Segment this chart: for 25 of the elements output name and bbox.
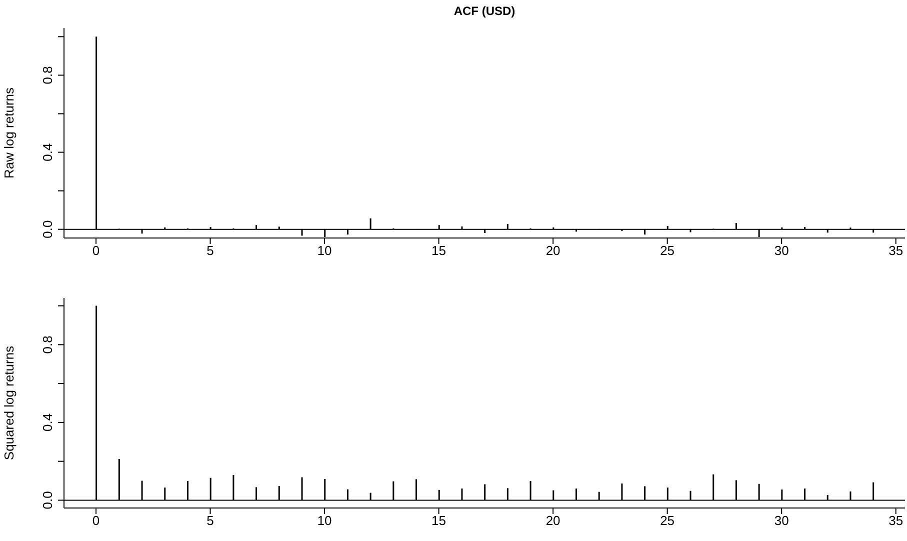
y-tick-label: 0.4 <box>40 413 55 432</box>
x-tick-label: 0 <box>92 243 100 258</box>
x-tick-label: 20 <box>546 513 560 528</box>
x-tick-label: 30 <box>774 513 789 528</box>
x-tick-label: 20 <box>546 243 560 258</box>
x-tick-label: 15 <box>432 243 446 258</box>
y-tick-label: 0.4 <box>40 143 55 162</box>
x-tick-label: 0 <box>92 513 100 528</box>
x-tick-label: 5 <box>206 513 214 528</box>
x-tick-label: 10 <box>317 513 332 528</box>
y-tick-label: 0.0 <box>40 220 55 238</box>
chart-title: ACF (USD) <box>452 4 516 18</box>
y-tick-label: 0.8 <box>40 336 55 354</box>
x-tick-label: 35 <box>888 513 904 528</box>
x-tick-label: 35 <box>888 243 904 258</box>
y-tick-label: 0.8 <box>40 66 55 84</box>
y-tick-label: 0.0 <box>40 491 55 510</box>
x-tick-label: 25 <box>660 513 675 528</box>
y-axis-title: Squared log returns <box>2 345 17 460</box>
x-tick-label: 15 <box>432 513 446 528</box>
x-tick-label: 30 <box>774 243 789 258</box>
x-tick-label: 10 <box>317 243 332 258</box>
x-tick-label: 25 <box>660 243 675 258</box>
x-tick-label: 5 <box>206 243 214 258</box>
y-axis-title: Raw log returns <box>2 86 17 179</box>
